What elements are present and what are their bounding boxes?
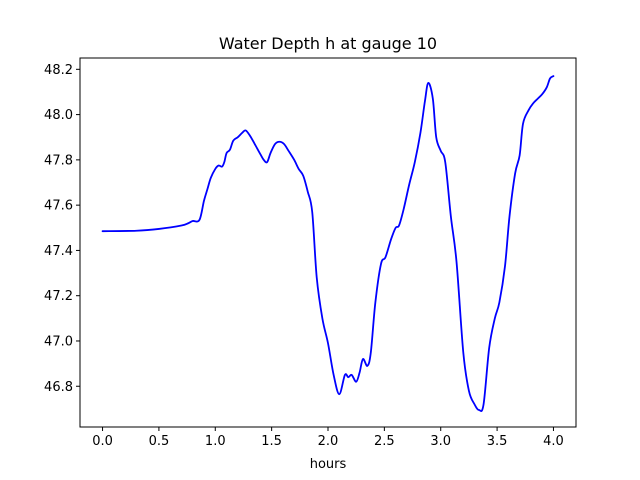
y-tick-label: 46.8: [44, 380, 73, 395]
x-tick-label: 3.5: [487, 434, 508, 449]
x-tick-label: 2.5: [374, 434, 395, 449]
x-axis-label: hours: [310, 457, 347, 472]
y-tick-label: 47.0: [44, 334, 73, 349]
y-tick-label: 48.0: [44, 108, 73, 123]
x-axis: 0.0 0.5 1.0 1.5 2.0 2.5 3.0 3.5 4.0: [92, 427, 564, 449]
chart-title: Water Depth h at gauge 10: [219, 34, 437, 53]
x-tick-label: 1.5: [261, 434, 282, 449]
x-tick-label: 0.5: [149, 434, 170, 449]
series-layer: [101, 75, 555, 412]
y-axis: 46.8 47.0 47.2 47.4 47.6 47.8 48.0 48.2: [44, 63, 80, 395]
x-tick-label: 0.0: [92, 434, 113, 449]
x-tick-label: 1.0: [205, 434, 226, 449]
y-tick-label: 47.8: [44, 153, 73, 168]
y-tick-label: 47.6: [44, 199, 73, 214]
y-tick-label: 47.2: [44, 289, 73, 304]
y-tick-label: 47.4: [44, 244, 73, 259]
series-line: [101, 75, 555, 412]
x-tick-label: 4.0: [543, 434, 564, 449]
x-tick-label: 3.0: [430, 434, 451, 449]
x-tick-label: 2.0: [318, 434, 339, 449]
y-tick-label: 48.2: [44, 63, 73, 78]
